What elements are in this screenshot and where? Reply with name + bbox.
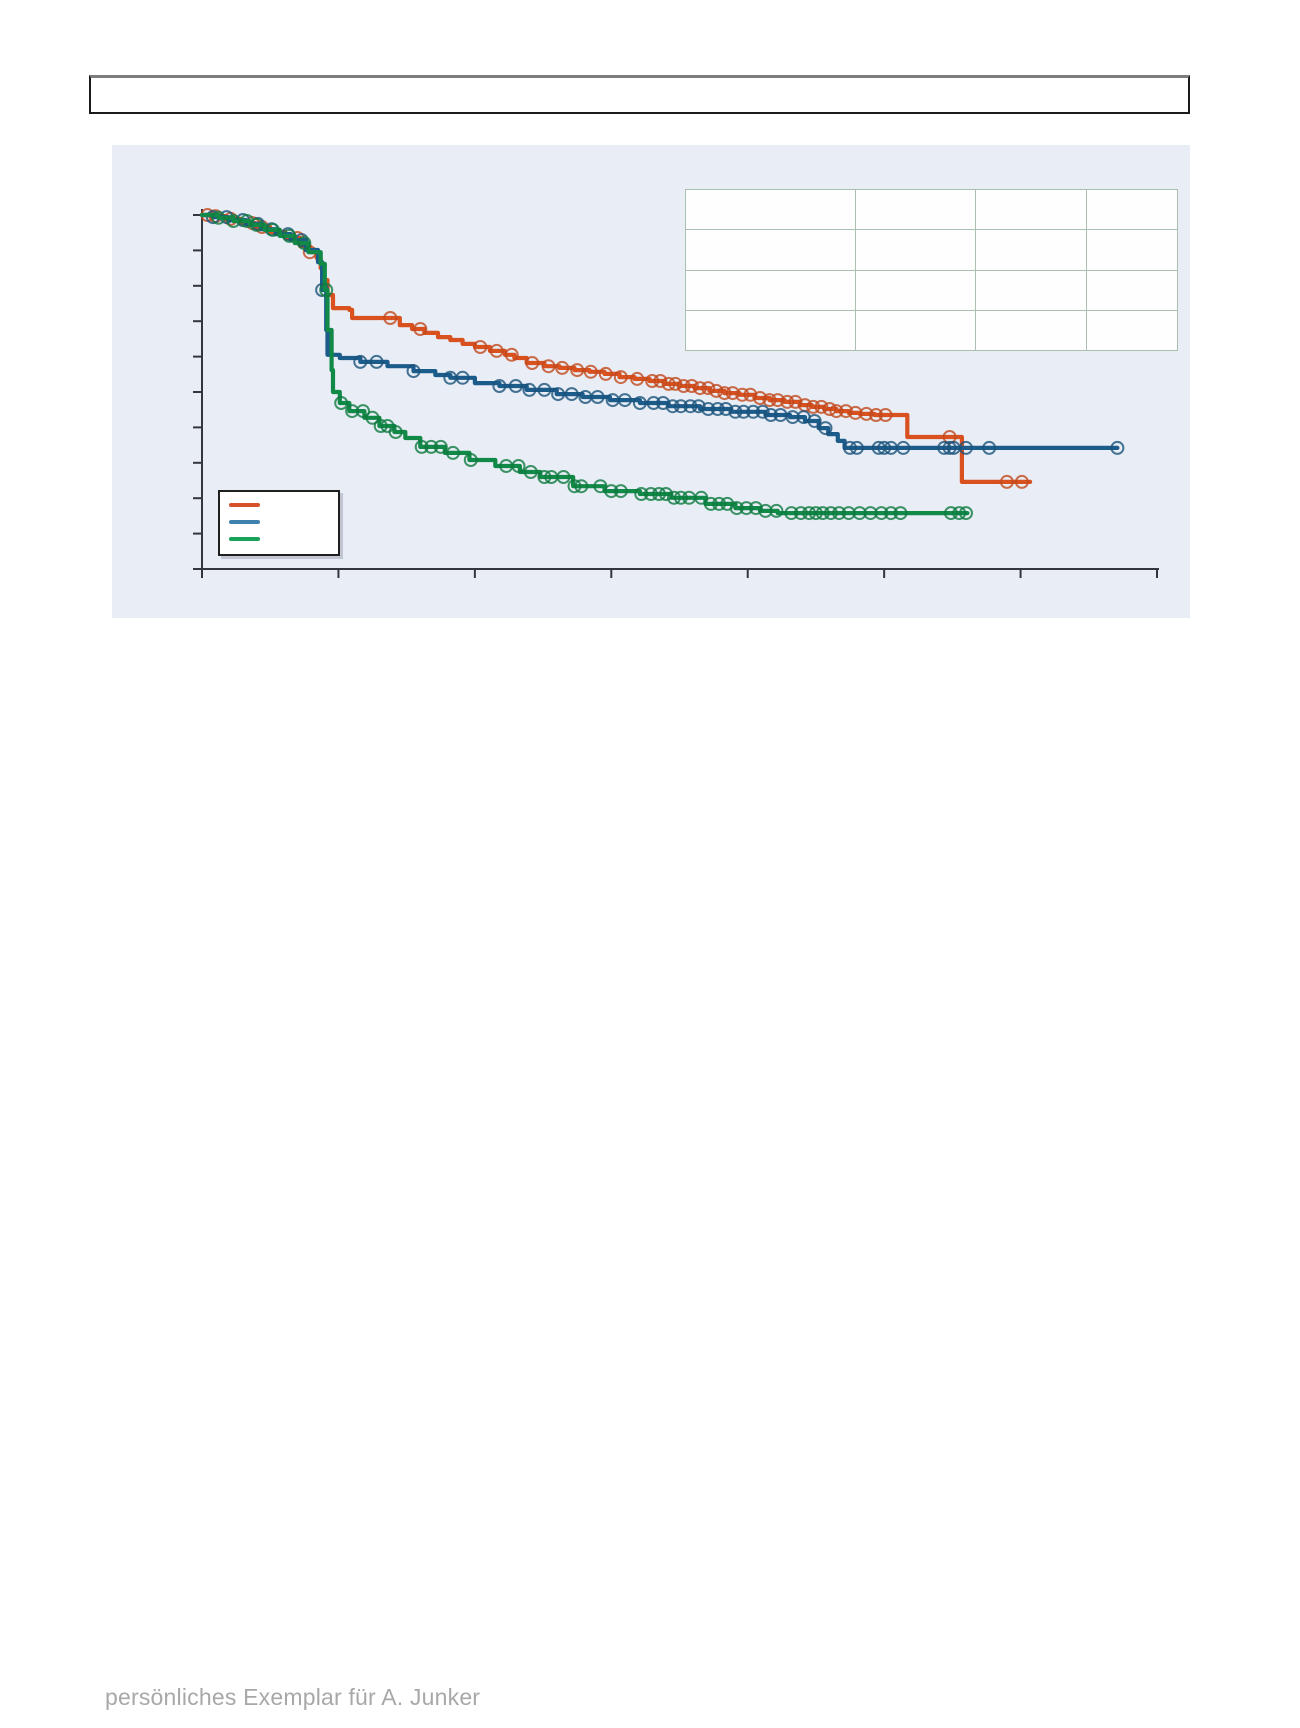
table-cell: [684, 229, 857, 271]
risk-table: [684, 188, 1178, 352]
table-row: [684, 188, 1178, 231]
table-cell: [1086, 229, 1178, 271]
table-cell: [684, 188, 857, 231]
table-cell: [975, 229, 1088, 271]
table-cell: [855, 309, 977, 352]
table-cell: [1086, 269, 1178, 311]
table-cell: [975, 309, 1088, 352]
table-row: [684, 229, 1178, 271]
table-cell: [1086, 309, 1178, 352]
table-cell: [855, 229, 977, 271]
table-row: [684, 309, 1178, 352]
legend-swatch: [229, 519, 260, 524]
chart-legend: [218, 490, 340, 556]
legend-swatch: [229, 503, 260, 508]
table-cell: [684, 309, 857, 352]
table-cell: [975, 269, 1088, 311]
table-cell: [855, 269, 977, 311]
top-title-box: [89, 75, 1190, 114]
table-row: [684, 269, 1178, 311]
risk-table-body: [684, 188, 1178, 352]
table-cell: [975, 188, 1088, 231]
footer-text: persönliches Exemplar für A. Junker: [105, 1684, 481, 1710]
legend-item: [220, 503, 338, 508]
table-cell: [855, 188, 977, 231]
table-cell: [684, 269, 857, 311]
legend-item: [220, 519, 338, 524]
table-cell: [1086, 188, 1178, 231]
legend-swatch: [229, 536, 260, 541]
legend-item: [220, 536, 338, 541]
